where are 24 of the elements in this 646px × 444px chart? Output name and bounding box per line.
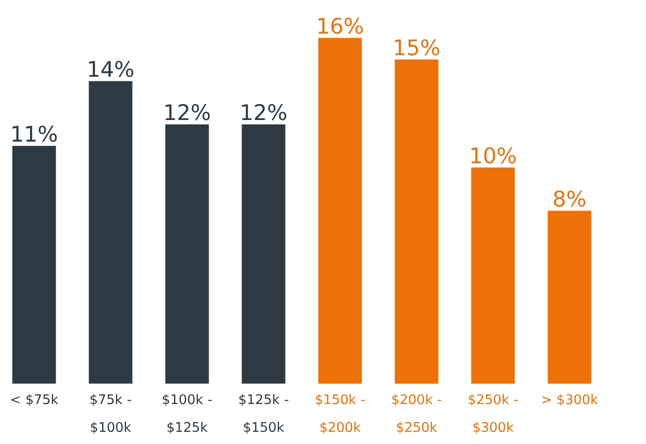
data-label: 12% [242, 104, 286, 120]
data-label: 8% [554, 190, 586, 207]
data-label: 14% [89, 60, 134, 77]
x-tick-label: $200k - $250k [392, 394, 442, 434]
bar [471, 167, 515, 384]
data-label: 16% [318, 17, 363, 34]
data-label: 12% [166, 104, 210, 120]
data-label: 10% [472, 147, 516, 164]
bar [548, 210, 592, 384]
x-tick-label: < $75k [11, 394, 58, 406]
data-label: 11% [12, 126, 57, 142]
bar [394, 59, 438, 384]
bar [318, 38, 362, 384]
bar [88, 80, 132, 384]
data-label: 15% [395, 39, 440, 56]
bar [242, 124, 286, 384]
x-tick-label: $150k - $200k [316, 394, 365, 434]
x-tick-label: $125k - $150k [239, 394, 288, 434]
x-tick-label: > $300k [542, 394, 598, 406]
x-tick-label: $100k - $125k [162, 394, 212, 434]
bar [12, 146, 56, 384]
bar [165, 124, 209, 384]
x-tick-label: $250k - $300k [468, 394, 518, 434]
x-tick-label: $75k - $100k [90, 394, 132, 434]
